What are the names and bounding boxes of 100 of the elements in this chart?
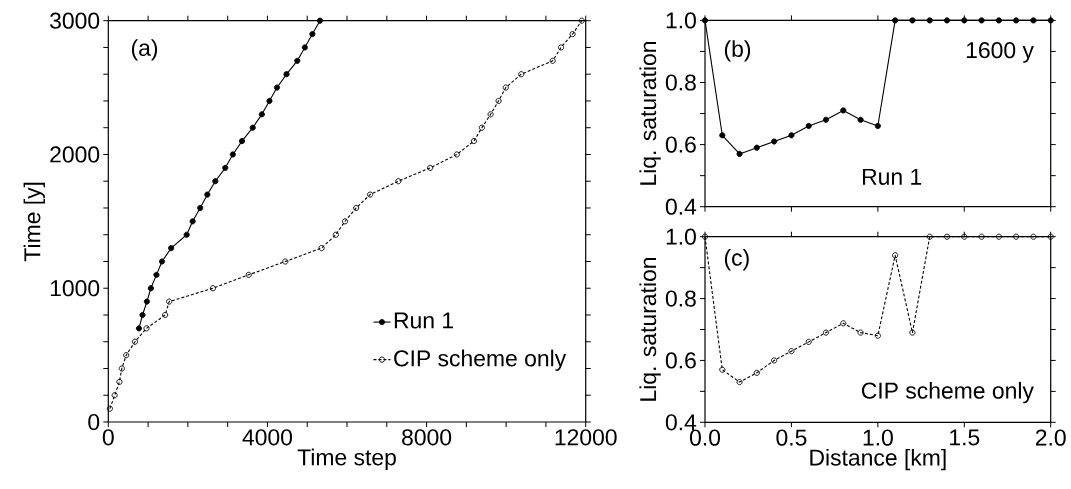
point	[229, 151, 236, 158]
point	[502, 84, 509, 91]
point	[282, 258, 289, 265]
x-tick-label: 2.0	[1035, 429, 1066, 446]
point	[189, 218, 196, 225]
point	[874, 122, 881, 130]
point	[395, 178, 402, 185]
point	[209, 285, 216, 292]
y-axis-title: Time [y]	[23, 182, 45, 262]
point	[204, 191, 211, 198]
point	[245, 271, 252, 278]
point	[147, 285, 154, 292]
point	[995, 17, 1002, 24]
y-tick-label: 1000	[50, 280, 100, 297]
y-tick-label: 1.0	[666, 12, 696, 29]
point	[736, 150, 743, 157]
point	[892, 252, 899, 259]
point	[367, 191, 374, 198]
point	[978, 17, 985, 24]
x-tick-label: 1.5	[950, 429, 980, 446]
annotation: CIP scheme only	[861, 381, 1034, 404]
point	[518, 71, 525, 78]
y-tick-label: 0.4	[665, 414, 697, 431]
point	[771, 357, 778, 364]
point	[318, 245, 325, 252]
point	[478, 124, 485, 131]
legend-label: Run 1	[394, 312, 453, 329]
point	[961, 233, 968, 240]
point	[1047, 17, 1054, 24]
point	[549, 57, 556, 64]
point	[427, 164, 434, 171]
point	[116, 378, 123, 385]
point	[840, 320, 847, 327]
point	[212, 178, 219, 185]
legend-label: CIP scheme only	[394, 349, 567, 371]
point	[788, 132, 795, 139]
point	[332, 231, 339, 238]
point	[153, 271, 160, 278]
point	[753, 144, 760, 151]
point	[995, 233, 1002, 240]
point	[106, 405, 113, 412]
y-tick-label: 3000	[50, 12, 100, 29]
annotation: Run 1	[862, 168, 922, 185]
point	[168, 245, 175, 252]
point	[111, 392, 118, 399]
point	[961, 17, 968, 24]
point	[166, 298, 173, 305]
y-tick-label: 0.8	[665, 290, 696, 307]
point	[453, 151, 460, 158]
y-tick-label: 0.6	[665, 352, 696, 369]
point	[222, 164, 229, 171]
point	[283, 71, 290, 78]
y-tick-label: 2000	[50, 146, 100, 163]
point	[118, 365, 125, 372]
point	[926, 233, 933, 240]
point	[701, 233, 709, 240]
point	[301, 44, 308, 51]
point	[131, 338, 138, 345]
y-tick-label: 0.4	[665, 198, 697, 215]
point	[258, 111, 265, 118]
x-tick-label: 0.0	[689, 429, 721, 446]
y-tick-label: 0.6	[665, 136, 696, 153]
point	[788, 348, 795, 355]
point	[197, 204, 204, 212]
point	[1030, 17, 1037, 24]
x-tick-label: 12000	[555, 429, 617, 446]
point	[857, 329, 864, 336]
annotation: (b)	[724, 40, 751, 62]
point	[487, 111, 494, 118]
x-tick-label: 0.5	[776, 429, 807, 446]
point	[771, 138, 778, 145]
point	[822, 116, 830, 123]
point	[892, 17, 899, 24]
point	[249, 124, 256, 131]
x-tick-label: 8000	[402, 429, 452, 446]
point	[943, 17, 951, 24]
point	[753, 369, 760, 376]
point	[470, 138, 477, 145]
point	[978, 233, 985, 240]
point	[822, 329, 830, 336]
point	[1013, 233, 1020, 240]
x-axis-title: Distance [km]	[810, 448, 946, 471]
point	[909, 17, 916, 24]
point	[840, 107, 847, 114]
point	[266, 97, 273, 104]
point	[557, 44, 565, 51]
point	[1030, 233, 1037, 240]
point	[309, 31, 316, 38]
point	[238, 138, 246, 145]
point	[183, 231, 190, 238]
x-tick-label: 0	[102, 429, 114, 446]
point	[273, 84, 281, 91]
point	[909, 329, 916, 336]
point	[495, 97, 502, 104]
point	[569, 31, 576, 38]
point	[139, 311, 146, 319]
point	[701, 17, 709, 24]
point	[874, 332, 881, 339]
point	[353, 204, 360, 212]
point	[719, 366, 726, 373]
